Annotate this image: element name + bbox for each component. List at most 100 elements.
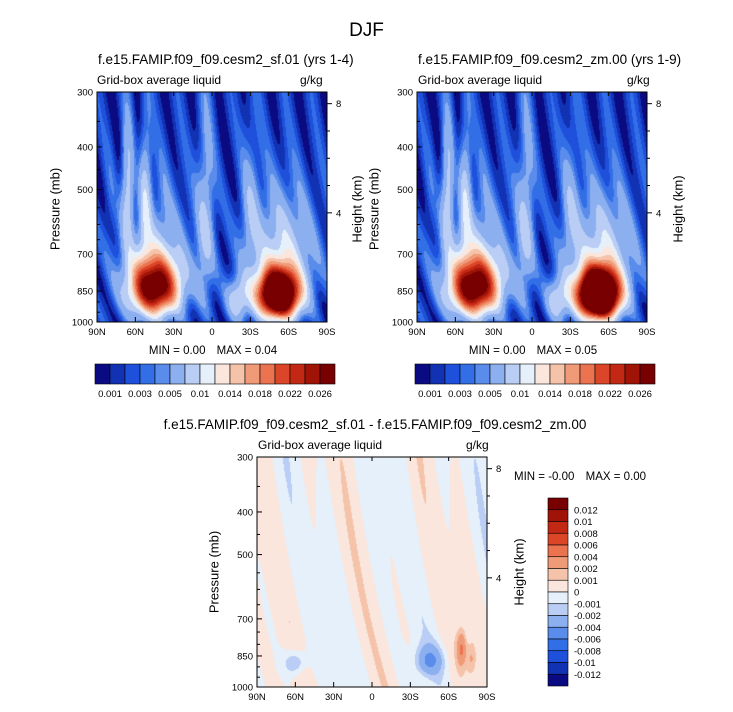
panel1-xtick-label: 30N (165, 327, 183, 338)
colorbar-swatch (579, 363, 596, 385)
panel3-ytick-label: 500 (237, 550, 253, 561)
colorbar-swatch (547, 603, 569, 616)
panel3-xtick-label: 30S (402, 692, 419, 703)
colorbar-top-2: 0.001 0.003 0.005 0.01 0.014 0.018 0.022 0.026 (414, 363, 656, 400)
panel3-min-label: MIN = (514, 471, 545, 483)
panel3-xtick-label: 60S (440, 692, 457, 703)
panel1-xtick-label: 60S (280, 327, 297, 338)
panel1-xtick-label: 0 (209, 327, 214, 338)
colorbar-swatch (534, 363, 551, 385)
colorbar-swatch (549, 363, 566, 385)
colorbar-swatch (547, 509, 569, 522)
colorbar-label: 0.001 (418, 389, 442, 400)
colorbar-swatch (229, 363, 246, 385)
colorbar-swatch (124, 363, 141, 385)
panel3-subtitle-left: Grid-box average liquid (258, 438, 383, 452)
colorbar-swatch (547, 532, 569, 546)
panel2-max-label: MAX = (536, 345, 572, 357)
panel1-ytick-label: 400 (77, 142, 93, 153)
panel1-ytick-label: 300 (77, 88, 93, 99)
colorbar-label: 0.008 (574, 529, 598, 540)
panel2-ytick-label: 850 (397, 286, 413, 297)
colorbar-label: 0.022 (278, 389, 302, 400)
colorbar-swatch (444, 363, 461, 385)
colorbar-swatch (624, 363, 641, 385)
colorbar-label: -0.006 (574, 635, 601, 646)
colorbar-label: 0 (574, 588, 579, 599)
colorbar-swatch (109, 363, 126, 385)
panel2-xtick-label: 90S (639, 327, 656, 338)
colorbar-swatch (547, 615, 569, 628)
panel1-ytick-right-label: 8 (336, 99, 341, 110)
panel1-ytick-label: 1000 (72, 318, 93, 329)
panel1-xtick-label: 90N (88, 327, 106, 338)
panel2-title: f.e15.FAMIP.f09_f09.cesm2_zm.00 (yrs 1-9… (418, 52, 682, 67)
colorbar-swatch (429, 363, 446, 385)
colorbar-swatch (169, 363, 186, 385)
panel3-subtitle-right: g/kg (466, 438, 489, 452)
colorbar-swatch (459, 363, 476, 385)
colorbar-label: 0.006 (574, 541, 598, 552)
panel3-xtick-label: 60N (287, 692, 305, 703)
panel2-ytick-label: 300 (397, 88, 413, 99)
panel3-xtick-label: 0 (369, 692, 374, 703)
colorbar-label: 0.01 (574, 517, 593, 528)
panel3-ytick-label: 400 (237, 507, 253, 518)
colorbar-label: 0.002 (574, 564, 598, 575)
colorbar-swatch (259, 363, 276, 385)
colorbar-label: 0.012 (574, 505, 598, 516)
panel2-xtick-label: 30S (562, 327, 579, 338)
colorbar-label: 0.001 (574, 576, 598, 587)
colorbar-label: 0.005 (158, 389, 182, 400)
colorbar-swatch (474, 363, 491, 385)
colorbar-label: 0.01 (191, 389, 210, 400)
panel2-ytick-label: 400 (397, 142, 413, 153)
panel2-ylabel-right: Height (km) (670, 175, 686, 243)
colorbar-label: 0.026 (308, 389, 332, 400)
panel3-ytick-label: 700 (237, 614, 253, 625)
panel2-ytick-right-label: 8 (656, 99, 661, 110)
colorbar-label: 0.004 (574, 552, 598, 563)
panel2-ytick-right-label: 4 (656, 208, 661, 219)
colorbar-top-1: 0.001 0.003 0.005 0.01 0.014 0.018 0.022 0.026 (94, 363, 336, 400)
colorbar-swatch (414, 363, 431, 385)
panel1-max-value: 0.04 (254, 345, 278, 357)
panel1-minmax: MIN = 0.00 MAX = 0.04 (98, 345, 328, 357)
panel3-minmax: MIN = -0.00 MAX = 0.00 (514, 471, 646, 483)
panel1-plot: 90N 60N 30N 0 30S 60S 90S 300 400 500 700 850 1000 8 4 (72, 88, 341, 339)
colorbar-swatch (609, 363, 626, 385)
colorbar-swatch (489, 363, 506, 385)
panel2-xtick-label: 60S (600, 327, 617, 338)
panel3-ylabel-right: Height (km) (511, 538, 527, 606)
colorbar-swatch (547, 626, 569, 640)
panel1-xtick-label: 60N (127, 327, 145, 338)
panel3-ytick-label: 850 (237, 651, 253, 662)
panel1-ytick-label: 850 (77, 286, 93, 297)
panel2-xtick-label: 0 (529, 327, 534, 338)
colorbar-label: 0.014 (218, 389, 242, 400)
panel1-xtick-label: 30S (242, 327, 259, 338)
panel2-ytick-label: 700 (397, 249, 413, 260)
colorbar-label: -0.001 (574, 599, 601, 610)
panel1-ytick-label: 500 (77, 185, 93, 196)
colorbar-label: 0.003 (448, 389, 472, 400)
panel1-ytick-label: 700 (77, 249, 93, 260)
colorbar-diff: 0.0120.010.0080.0060.0040.0020.0010-0.00… (547, 497, 601, 687)
panel3-ylabel: Pressure (mb) (206, 530, 222, 614)
colorbar-swatch (139, 363, 156, 385)
colorbar-swatch (547, 579, 569, 593)
colorbar-label: -0.008 (574, 646, 601, 657)
panel1-ytick-right-label: 4 (336, 208, 341, 219)
colorbar-label: 0.014 (538, 389, 562, 400)
page-title: DJF (349, 20, 384, 41)
panel2-field (417, 92, 647, 322)
panel3-ytick-right-label: 8 (496, 464, 501, 475)
panel2-subtitle-left: Grid-box average liquid (418, 73, 543, 87)
colorbar-swatch (594, 363, 611, 385)
colorbar-swatch (319, 363, 336, 385)
colorbar-swatch (504, 363, 521, 385)
colorbar-swatch (547, 662, 569, 675)
panel2-ytick-label: 1000 (392, 318, 413, 329)
panel3-plot: 90N 60N 30N 0 30S 60S 90S 300 400 500 700 850 1000 8 4 (232, 453, 501, 704)
panel3-title: f.e15.FAMIP.f09_f09.cesm2_sf.01 - f.e15.… (163, 417, 587, 432)
